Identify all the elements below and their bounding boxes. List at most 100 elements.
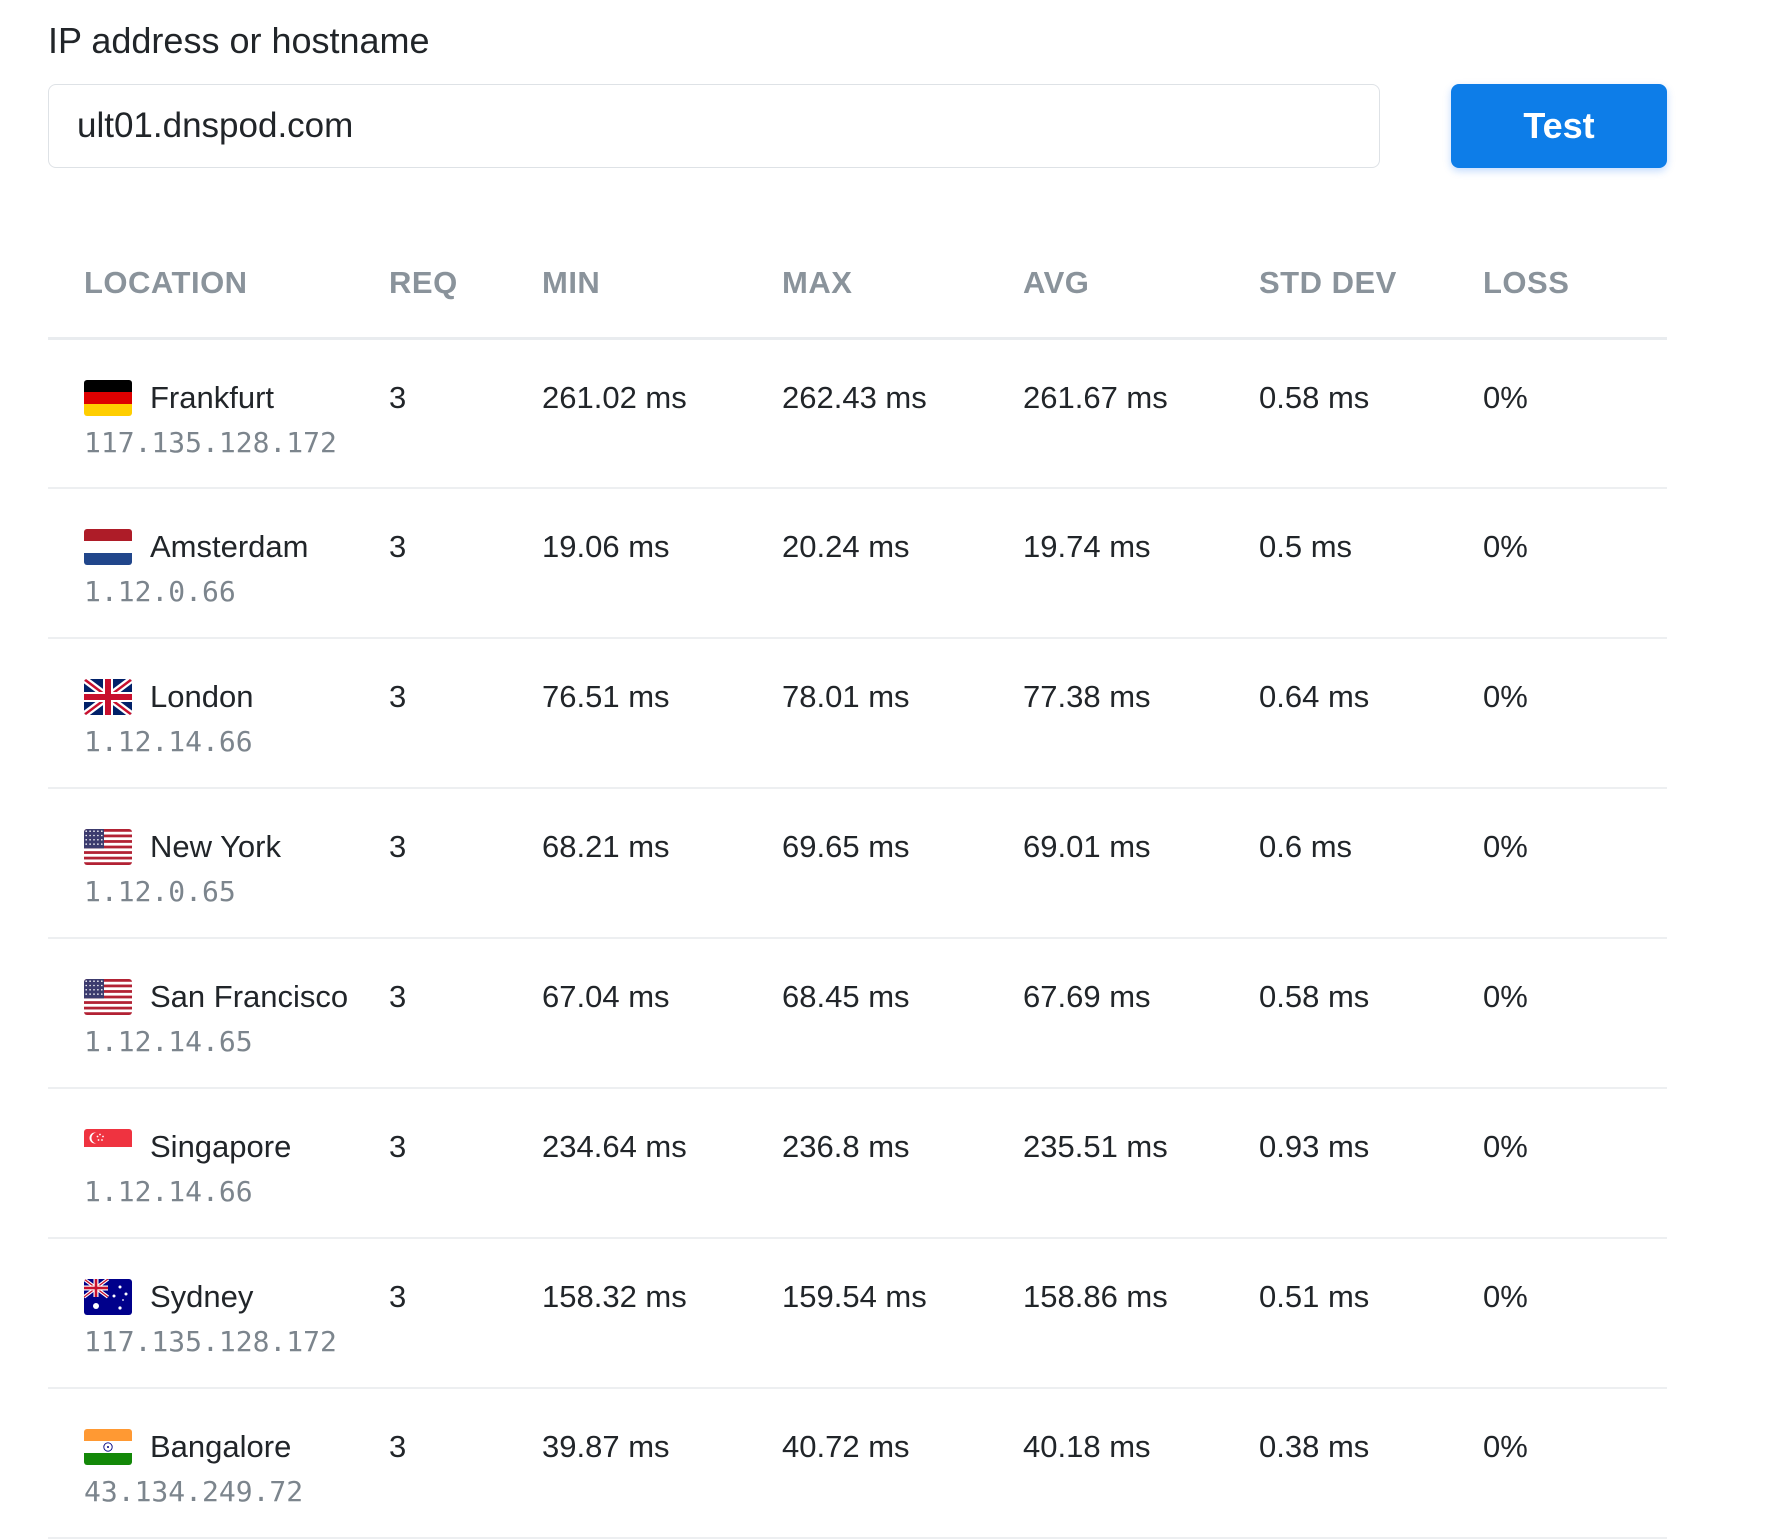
city-name: Amsterdam [150,529,309,564]
max-value: 236.8 ms [782,1129,910,1164]
req-cell: 3 [389,638,542,789]
min-value: 261.02 ms [542,379,687,415]
city-name: Frankfurt [150,379,275,415]
ip-address: 117.135.128.172 [84,425,337,459]
avg-cell: 158.86 ms [1023,1238,1259,1389]
header-location[interactable]: LOCATION [48,230,389,340]
req-cell: 3 [389,338,542,489]
loss-value: 0% [1483,1429,1528,1464]
min-cell: 76.51 ms [542,638,782,789]
std-dev-value: 0.38 ms [1259,1429,1370,1464]
max-value: 262.43 ms [782,379,927,415]
min-cell: 39.87 ms [542,1388,782,1539]
req-value: 3 [389,679,407,714]
header-min[interactable]: MIN [542,230,782,340]
min-cell: 68.21 ms [542,788,782,939]
avg-cell: 67.69 ms [1023,938,1259,1089]
host-input[interactable] [48,84,1380,168]
location-line: Amsterdam [84,527,389,567]
req-value: 3 [389,379,407,415]
avg-cell: 69.01 ms [1023,788,1259,939]
india-flag-icon [84,1429,132,1465]
max-value: 20.24 ms [782,529,910,564]
std-dev-cell: 0.38 ms [1259,1388,1483,1539]
location-cell: London 1.12.14.66 [48,638,389,789]
location-cell: San Francisco 1.12.14.65 [48,938,389,1089]
loss-value: 0% [1483,379,1528,415]
location-cell: Sydney 117.135.128.172 [48,1238,389,1389]
location-cell: Singapore 1.12.14.66 [48,1088,389,1239]
req-cell: 3 [389,1088,542,1239]
header-loss[interactable]: LOSS [1483,230,1667,340]
australia-flag-icon [84,1279,132,1315]
test-button[interactable]: Test [1451,84,1667,168]
min-cell: 261.02 ms [542,338,782,489]
ip-address: 1.12.0.66 [84,575,236,608]
std-dev-cell: 0.58 ms [1259,338,1483,489]
min-value: 158.32 ms [542,1279,687,1314]
req-value: 3 [389,1279,407,1314]
location-line: San Francisco [84,977,389,1017]
loss-value: 0% [1483,1279,1528,1314]
header-avg[interactable]: AVG [1023,230,1259,340]
loss-cell: 0% [1483,1388,1667,1539]
loss-cell: 0% [1483,1088,1667,1239]
host-field-label: IP address or hostname [48,20,430,61]
max-value: 40.72 ms [782,1429,910,1464]
header-req[interactable]: REQ [389,230,542,340]
req-cell: 3 [389,938,542,1089]
results-body: Frankfurt 117.135.128.172 3 261.02 ms 262.43… [48,338,1667,1539]
table-row: Amsterdam 1.12.0.66 3 19.06 ms 20.24 ms 19.74… [48,488,1667,639]
table-row: Frankfurt 117.135.128.172 3 261.02 ms 262.43… [48,338,1667,489]
std-dev-value: 0.58 ms [1259,379,1370,415]
max-value: 69.65 ms [782,829,910,864]
table-row: San Francisco 1.12.14.65 3 67.04 ms 68.45 ms… [48,938,1667,1089]
table-header-row: LOCATION REQ MIN MAX AVG STD DEV LOSS [48,230,1667,340]
table-row: New York 1.12.0.65 3 68.21 ms 69.65 ms 69.01 … [48,788,1667,939]
std-dev-cell: 0.93 ms [1259,1088,1483,1239]
min-value: 68.21 ms [542,829,670,864]
req-value: 3 [389,1129,407,1164]
min-cell: 67.04 ms [542,938,782,1089]
avg-cell: 261.67 ms [1023,338,1259,489]
loss-cell: 0% [1483,1238,1667,1389]
location-cell: Bangalore 43.134.249.72 [48,1388,389,1539]
results-table: LOCATION REQ MIN MAX AVG STD DEV LOSS Fr… [48,230,1667,1539]
std-dev-cell: 0.64 ms [1259,638,1483,789]
min-value: 234.64 ms [542,1129,687,1164]
req-cell: 3 [389,1238,542,1389]
loss-cell: 0% [1483,638,1667,789]
std-dev-value: 0.51 ms [1259,1279,1370,1314]
max-cell: 20.24 ms [782,488,1023,639]
avg-value: 40.18 ms [1023,1429,1151,1464]
ip-address: 117.135.128.172 [84,1325,337,1358]
req-cell: 3 [389,1388,542,1539]
ip-address: 43.134.249.72 [84,1475,304,1508]
std-dev-cell: 0.58 ms [1259,938,1483,1089]
city-name: Sydney [150,1279,254,1314]
min-value: 76.51 ms [542,679,670,714]
avg-value: 261.67 ms [1023,379,1168,415]
city-name: San Francisco [150,979,349,1014]
req-cell: 3 [389,488,542,639]
loss-value: 0% [1483,829,1528,864]
location-line: New York [84,827,389,867]
max-value: 159.54 ms [782,1279,927,1314]
united-states-flag-icon [84,829,132,865]
max-value: 68.45 ms [782,979,910,1014]
max-cell: 159.54 ms [782,1238,1023,1389]
header-std-dev[interactable]: STD DEV [1259,230,1483,340]
header-max[interactable]: MAX [782,230,1023,340]
min-value: 67.04 ms [542,979,670,1014]
std-dev-value: 0.93 ms [1259,1129,1370,1164]
req-value: 3 [389,979,407,1014]
location-cell: Frankfurt 117.135.128.172 [48,338,389,489]
avg-cell: 77.38 ms [1023,638,1259,789]
std-dev-cell: 0.51 ms [1259,1238,1483,1389]
location-line: Bangalore [84,1427,389,1467]
max-cell: 236.8 ms [782,1088,1023,1239]
ip-address: 1.12.14.66 [84,1175,253,1208]
table-row: Sydney 117.135.128.172 3 158.32 ms 159.54 ms… [48,1238,1667,1389]
city-name: New York [150,829,281,864]
loss-value: 0% [1483,529,1528,564]
